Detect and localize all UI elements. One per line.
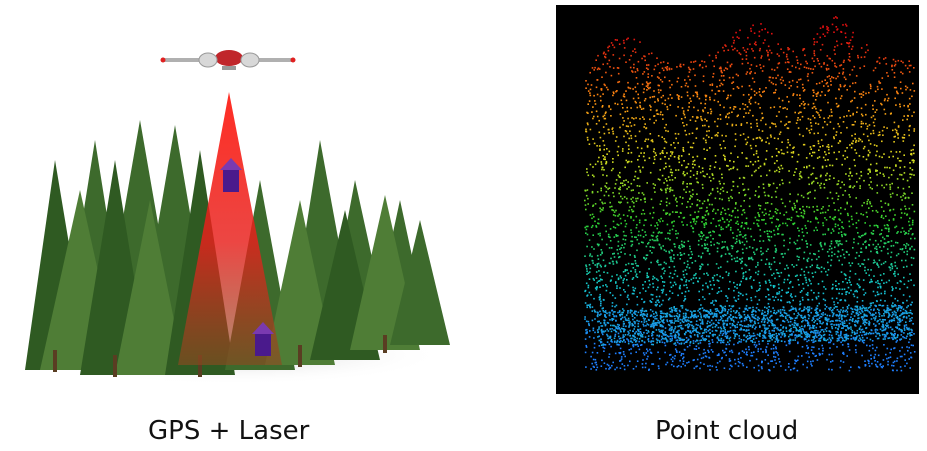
caption-point-cloud: Point cloud xyxy=(655,416,799,446)
position-marker-icon xyxy=(220,158,242,192)
aircraft-icon xyxy=(160,50,296,70)
forest-scene xyxy=(25,50,450,385)
point-cloud-image xyxy=(556,5,919,394)
tree-trunks xyxy=(53,335,387,377)
point-cloud-canvas xyxy=(584,16,916,372)
point-cloud-points xyxy=(584,16,916,372)
position-marker-icon xyxy=(252,322,274,356)
lidar-illustration xyxy=(0,0,470,400)
caption-gps-laser: GPS + Laser xyxy=(148,416,310,446)
laser-beam xyxy=(178,92,282,365)
